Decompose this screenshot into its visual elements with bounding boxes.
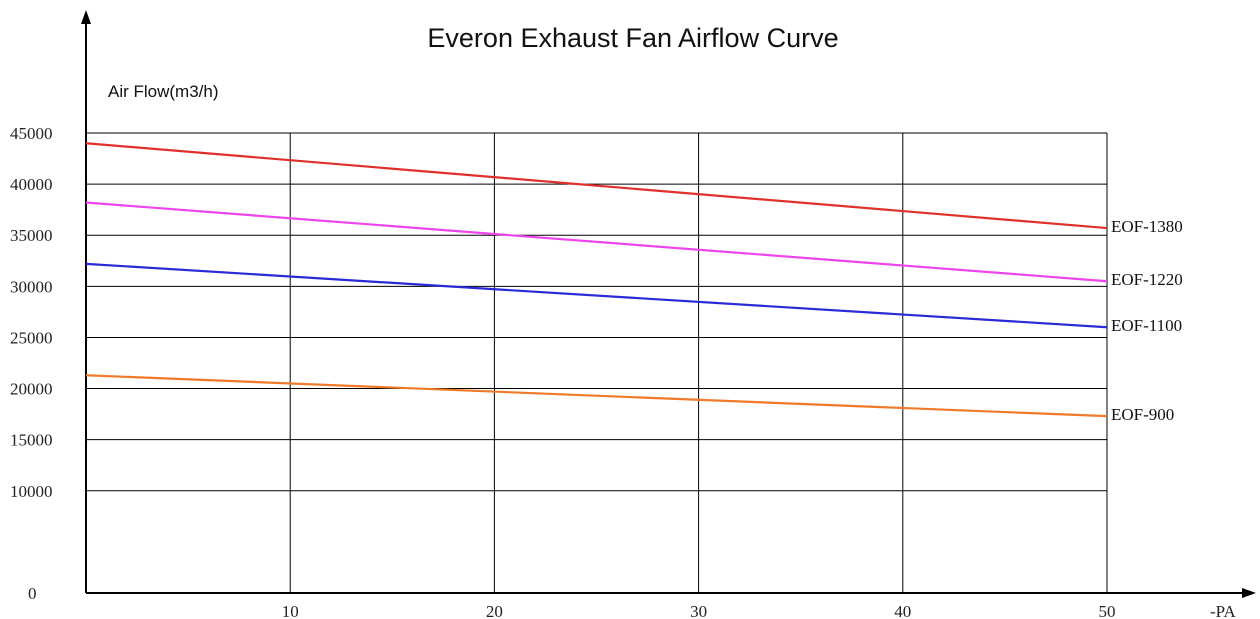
y-tick-label: 30000 <box>10 277 53 296</box>
chart-title: Everon Exhaust Fan Airflow Curve <box>427 23 838 53</box>
x-tick-label: 30 <box>690 602 707 619</box>
series-line <box>85 262 1108 329</box>
y-tick-label: 0 <box>28 584 37 603</box>
x-axis-arrow <box>1242 588 1256 598</box>
x-tick-label: 10 <box>282 602 299 619</box>
series-line <box>85 142 1108 230</box>
y-axis-arrow <box>81 10 91 24</box>
x-tick-label: 20 <box>486 602 503 619</box>
y-tick-label: 15000 <box>10 431 53 450</box>
y-tick-label: 20000 <box>10 380 53 399</box>
y-tick-label: 40000 <box>10 175 53 194</box>
series-label: EOF-1100 <box>1111 316 1182 335</box>
y-tick-label: 25000 <box>10 328 53 347</box>
axes <box>81 10 1256 598</box>
y-tick-labels: 0 10000 15000 20000 25000 30000 35000 40000 4500… <box>10 124 53 603</box>
x-tick-labels: 10 20 30 40 50 <box>282 602 1116 619</box>
series-line <box>85 374 1108 418</box>
series-label: EOF-1380 <box>1111 217 1183 236</box>
series-label: EOF-900 <box>1111 405 1174 424</box>
y-tick-label: 10000 <box>10 482 53 501</box>
series-lines <box>85 142 1108 418</box>
y-axis-label: Air Flow(m3/h) <box>108 82 219 101</box>
series-line <box>85 201 1108 283</box>
series-labels: EOF-1380 EOF-1220 EOF-1100 EOF-900 <box>1111 217 1183 424</box>
x-tick-label: 40 <box>894 602 911 619</box>
series-label: EOF-1220 <box>1111 270 1183 289</box>
x-axis-unit-label: -PA <box>1210 602 1237 619</box>
grid <box>86 132 1108 593</box>
y-tick-label: 45000 <box>10 124 53 143</box>
x-tick-label: 50 <box>1099 602 1116 619</box>
y-tick-label: 35000 <box>10 226 53 245</box>
